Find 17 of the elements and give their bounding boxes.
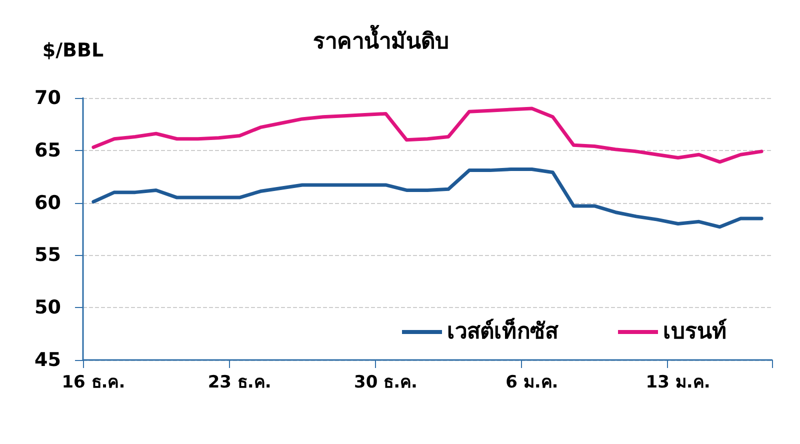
line-series	[92, 106, 764, 164]
x-tick-label: 16 ธ.ค.	[62, 372, 126, 392]
x-tick-label: 23 ธ.ค.	[208, 372, 272, 392]
y-tick-label: 55	[34, 244, 61, 266]
legend-label: เวสต์เท็กซัส	[447, 316, 559, 344]
legend-label: เบรนท์	[663, 318, 727, 344]
x-tick-label: 6 ม.ค.	[506, 372, 558, 392]
y-tick-label: 65	[34, 139, 61, 162]
x-tick-label: 13 ม.ค.	[646, 372, 710, 392]
line-series	[92, 168, 764, 229]
y-tick-label: 70	[34, 87, 61, 109]
y-tick-label: 60	[34, 192, 61, 214]
y-axis-title: $/BBL	[42, 40, 104, 62]
x-tick-label: 30 ธ.ค.	[354, 372, 418, 392]
chart-title: ราคาน้ำมันดิบ	[313, 24, 449, 54]
y-tick-label: 50	[34, 296, 61, 319]
y-tick-label: 45	[34, 349, 61, 371]
